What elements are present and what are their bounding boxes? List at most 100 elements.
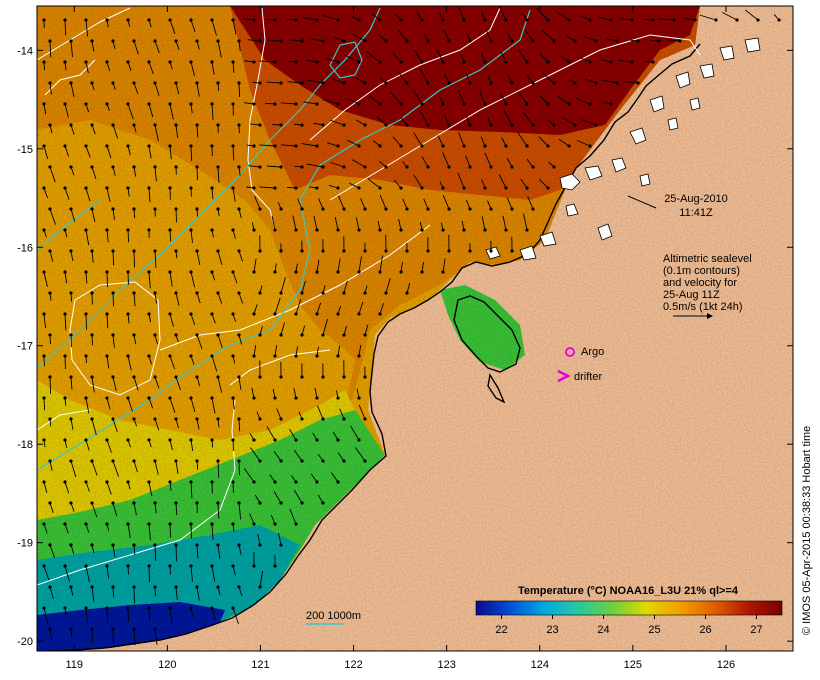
velocity-arrow-head [594,39,598,43]
velocity-arrow-head [531,207,535,211]
velocity-arrow-head [132,39,136,43]
velocity-arrow [458,132,465,147]
velocity-arrow-head [63,354,67,358]
velocity-arrow [243,102,255,105]
velocity-arrow [331,472,339,483]
map-frame [36,5,794,652]
velocity-arrow [419,68,429,84]
velocity-arrow-head [105,18,109,22]
velocity-arrow-head [216,333,220,337]
velocity-arrow-head [279,501,283,505]
velocity-arrow [190,313,196,325]
velocity-arrow [196,418,200,430]
velocity-arrow-head [189,438,193,442]
velocity-arrow-head [126,606,130,610]
velocity-arrow-head [69,165,73,169]
velocity-arrow-head [48,627,52,631]
velocity-arrow-head [216,291,220,295]
velocity-arrow [523,213,528,231]
velocity-arrow [576,140,591,147]
velocity-arrow-head [105,228,109,232]
velocity-arrow-head [147,186,151,190]
velocity-arrow-head [84,186,88,190]
velocity-arrow-head [258,585,262,589]
velocity-arrow-head [462,102,466,106]
velocity-arrow [190,61,195,76]
velocity-arrow [498,6,507,21]
velocity-arrow-head [153,207,157,211]
velocity-arrow-head [42,18,46,22]
velocity-arrow-head [300,165,304,169]
velocity-arrow-head [279,291,283,295]
velocity-arrow-head [126,102,130,106]
velocity-arrow-head [384,165,388,169]
altimetry-line-3: and velocity for [663,277,737,289]
colorbar-tick-label: 24 [597,624,609,636]
velocity-arrow-head [90,585,94,589]
velocity-arrow [398,218,402,231]
velocity-arrow [154,628,158,646]
velocity-arrow-head [336,228,340,232]
velocity-arrow-head [447,249,451,253]
velocity-arrow-head [174,333,178,337]
velocity-arrow [64,313,67,331]
velocity-arrow-head [132,81,136,85]
velocity-arrow [148,607,151,622]
velocity-arrow-head [573,81,577,85]
velocity-arrow-head [231,354,235,358]
velocity-arrow-head [48,207,52,211]
velocity-arrow-head [147,522,151,526]
velocity-arrow-head [405,291,409,295]
velocity-arrow [190,439,194,451]
velocity-arrow [112,208,115,220]
velocity-arrow-head [105,606,109,610]
velocity-arrow [465,155,471,168]
velocity-arrow-head [405,81,409,85]
velocity-arrow-head [504,144,508,148]
velocity-arrow-head [300,249,304,253]
velocity-arrow [217,166,220,183]
velocity-arrow-head [48,249,52,253]
velocity-arrow-head [231,564,235,568]
velocity-arrow-head [126,144,130,148]
velocity-arrow-head [48,459,52,463]
velocity-arrow-head [105,480,109,484]
velocity-arrow-head [90,207,94,211]
velocity-arrow [257,534,261,546]
velocity-arrow-head [63,438,67,442]
velocity-arrow-head [168,186,172,190]
velocity-arrow-head [168,270,172,274]
velocity-arrow-head [147,228,151,232]
velocity-arrow-head [132,249,136,253]
velocity-arrow-head [258,459,262,463]
drifter-label: drifter [574,371,602,383]
velocity-arrow-head [111,417,115,421]
velocity-arrow [127,397,133,412]
velocity-arrow-head [42,438,46,442]
velocity-arrow-head [42,270,46,274]
velocity-arrow-head [399,60,403,64]
velocity-arrow-head [174,291,178,295]
velocity-arrow-head [588,144,592,148]
velocity-arrow [288,39,303,42]
velocity-arrow [301,325,306,336]
velocity-arrow-head [315,18,319,22]
velocity-arrow-head [63,312,67,316]
velocity-arrow-head [567,18,571,22]
velocity-arrow-head [126,228,130,232]
velocity-arrow [85,607,88,623]
velocity-arrow [238,586,243,597]
argo-label: Argo [581,346,604,358]
velocity-arrow-head [384,39,388,43]
velocity-arrow [70,40,73,57]
velocity-arrow-head [147,396,151,400]
colorbar-scale [475,600,783,616]
velocity-arrow-head [69,39,73,43]
velocity-arrow [526,74,534,84]
velocity-arrow [232,607,239,625]
velocity-arrow [91,628,94,644]
velocity-arrow [364,324,369,336]
velocity-arrow [217,376,223,393]
velocity-arrow-head [252,144,256,148]
velocity-arrow-head [147,60,151,64]
